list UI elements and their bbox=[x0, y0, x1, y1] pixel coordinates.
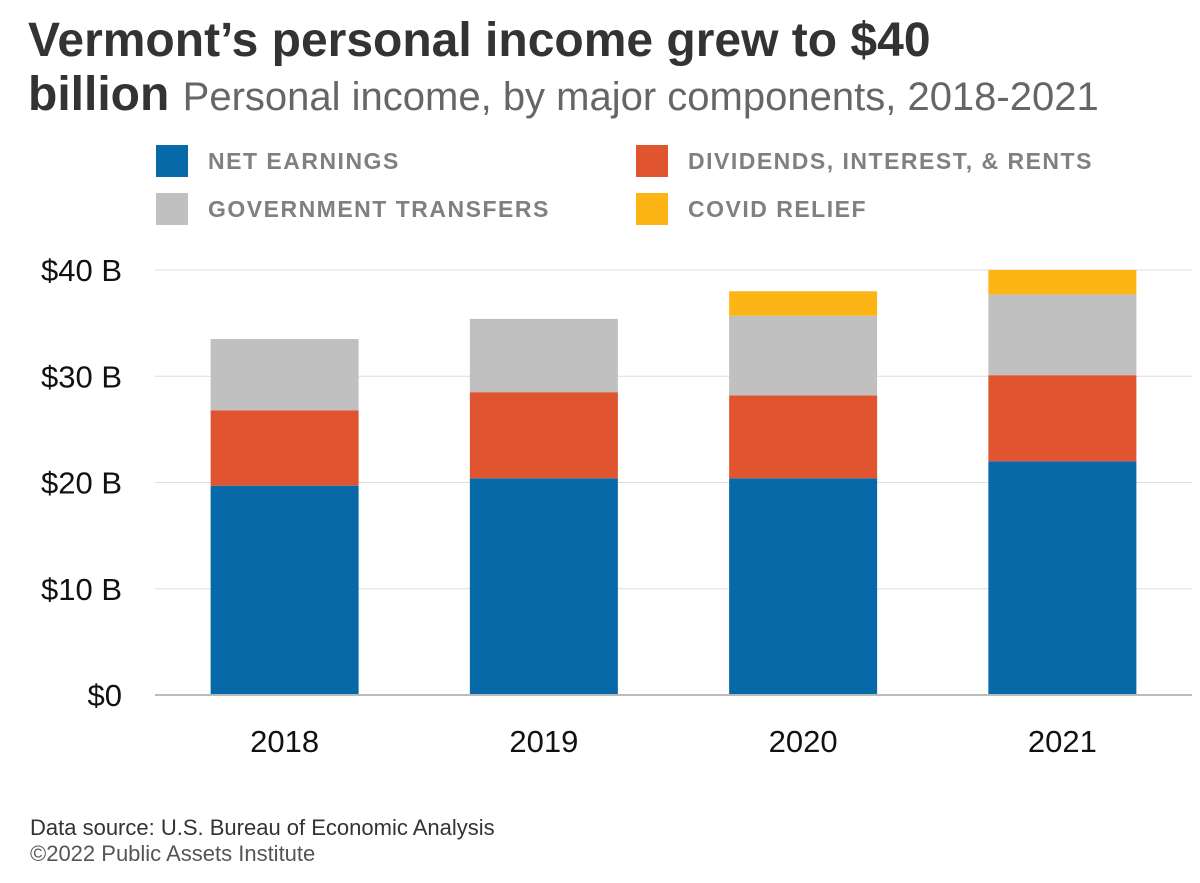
bar-segment bbox=[988, 375, 1137, 462]
bar-segment bbox=[988, 461, 1137, 695]
legend-swatch-net-earnings bbox=[156, 145, 188, 177]
legend-item-covid-relief: COVID RELIEF bbox=[636, 193, 867, 225]
bar-segment bbox=[469, 392, 618, 479]
bar-segment bbox=[729, 395, 878, 479]
copyright-note: ©2022 Public Assets Institute bbox=[30, 841, 316, 866]
data-source-note: Data source: U.S. Bureau of Economic Ana… bbox=[30, 815, 495, 840]
y-tick-label: $20 B bbox=[41, 466, 122, 501]
legend-swatch-covid-relief bbox=[636, 193, 668, 225]
bar-segment bbox=[469, 478, 618, 695]
bar-segment bbox=[210, 485, 359, 695]
bar-segment bbox=[729, 291, 878, 316]
y-tick-label: $30 B bbox=[41, 359, 122, 394]
legend-label-government-transfers: GOVERNMENT TRANSFERS bbox=[208, 195, 550, 222]
legend-swatch-government-transfers bbox=[156, 193, 188, 225]
legend-item-dividends: DIVIDENDS, INTEREST, & RENTS bbox=[636, 145, 1093, 177]
stacked-bar-chart: $0 $10 B $20 B $30 B $40 B 2018 2019 2020 2021 bbox=[41, 253, 1192, 759]
legend-swatch-dividends bbox=[636, 145, 668, 177]
chart-title-continued: billion bbox=[28, 68, 170, 121]
bar-segment bbox=[210, 410, 359, 486]
y-tick-label: $10 B bbox=[41, 572, 122, 607]
bar-segment bbox=[210, 339, 359, 411]
legend-label-net-earnings: NET EARNINGS bbox=[208, 147, 400, 174]
legend-label-dividends: DIVIDENDS, INTEREST, & RENTS bbox=[688, 147, 1093, 174]
chart-title: Vermont’s personal income grew to $40 bbox=[28, 14, 931, 67]
x-tick-label: 2021 bbox=[1028, 724, 1097, 759]
legend-label-covid-relief: COVID RELIEF bbox=[688, 195, 868, 222]
bar-segment bbox=[469, 318, 618, 393]
chart-footer: Data source: U.S. Bureau of Economic Ana… bbox=[30, 815, 495, 867]
bar-segment bbox=[988, 270, 1137, 295]
chart-legend: NET EARNINGS DIVIDENDS, INTEREST, & RENT… bbox=[156, 145, 1196, 235]
bar-segment bbox=[988, 294, 1137, 376]
legend-item-government-transfers: GOVERNMENT TRANSFERS bbox=[156, 193, 550, 225]
chart-title-block: Vermont’s personal income grew to $40 bi… bbox=[28, 14, 1188, 124]
legend-item-net-earnings: NET EARNINGS bbox=[156, 145, 400, 177]
x-tick-label: 2019 bbox=[509, 724, 578, 759]
bar-segment bbox=[729, 315, 878, 396]
chart-title-line2: billion Personal income, by major compon… bbox=[28, 68, 1188, 124]
y-tick-label: $40 B bbox=[41, 253, 122, 288]
chart-subtitle: Personal income, by major components, 20… bbox=[182, 75, 1099, 119]
bar-segment bbox=[729, 478, 878, 695]
x-tick-label: 2020 bbox=[769, 724, 838, 759]
y-tick-label: $0 bbox=[88, 678, 122, 713]
x-tick-label: 2018 bbox=[250, 724, 319, 759]
